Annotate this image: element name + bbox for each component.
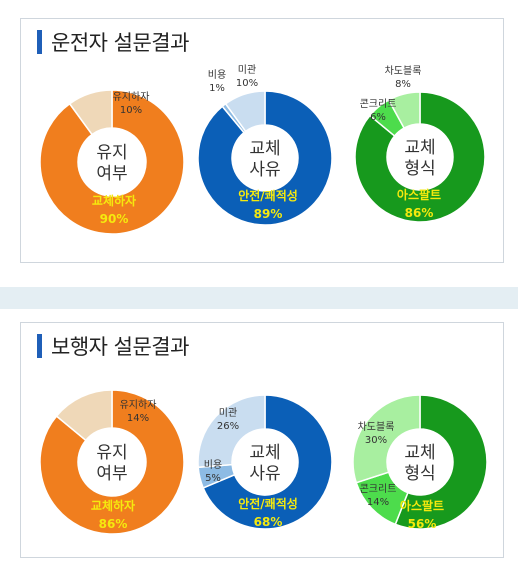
slice bbox=[39, 89, 185, 235]
slice-value: 68% bbox=[254, 515, 283, 529]
panel-title: 운전자 설문결과 bbox=[37, 27, 189, 57]
title-accent-bar bbox=[37, 334, 42, 358]
slice-value: 1% bbox=[209, 83, 225, 94]
slice-label: 유지하자 bbox=[120, 398, 157, 411]
slice-label: 안전/쾌적성 bbox=[238, 188, 298, 203]
slice bbox=[352, 394, 421, 484]
slice bbox=[39, 389, 185, 535]
slice-label: 유지하자 bbox=[113, 90, 150, 103]
slice-value: 90% bbox=[100, 212, 129, 226]
center-label-line1: 교체 bbox=[404, 138, 435, 158]
center-label-line2: 사유 bbox=[249, 160, 280, 180]
slice-label: 아스팔트 bbox=[397, 187, 441, 202]
slice bbox=[68, 89, 113, 136]
center-label-line1: 유지 bbox=[96, 143, 127, 163]
slice-value: 8% bbox=[395, 79, 411, 90]
panel-title: 보행자 설문결과 bbox=[37, 331, 189, 361]
center-label-line1: 유지 bbox=[96, 443, 127, 463]
slice-label: 비용 bbox=[208, 69, 226, 81]
title-accent-bar bbox=[37, 30, 42, 54]
pedestrian-survey-title: 보행자 설문결과 bbox=[51, 335, 189, 359]
slice bbox=[197, 394, 266, 469]
center-label-line1: 교체 bbox=[249, 139, 280, 159]
slice-value: 89% bbox=[254, 207, 283, 221]
slice-label: 비용 bbox=[204, 459, 222, 471]
driver-survey-title: 운전자 설문결과 bbox=[51, 31, 189, 55]
center-label-line2: 여부 bbox=[96, 164, 127, 184]
center-label-line1: 교체 bbox=[249, 443, 280, 463]
slice-label: 콘크리트 bbox=[360, 483, 397, 495]
center-label-line2: 형식 bbox=[404, 464, 435, 484]
slice-value: 30% bbox=[365, 435, 387, 446]
slice-value: 6% bbox=[370, 112, 386, 123]
slice-label: 차도블록 bbox=[385, 65, 422, 77]
slice-label: 교체하자 bbox=[92, 193, 136, 208]
center-label-line2: 여부 bbox=[96, 464, 127, 484]
slice-label: 미관 bbox=[219, 407, 237, 419]
slice bbox=[224, 90, 266, 133]
slice bbox=[387, 91, 421, 130]
slice-value: 56% bbox=[408, 517, 437, 531]
slice bbox=[354, 91, 486, 223]
center-label-line1: 교체 bbox=[404, 443, 435, 463]
slice-value: 10% bbox=[120, 105, 142, 116]
slice-value: 26% bbox=[217, 421, 239, 432]
slice bbox=[394, 394, 488, 530]
slice-value: 14% bbox=[367, 497, 389, 508]
slice-value: 86% bbox=[99, 517, 128, 531]
slice-value: 14% bbox=[127, 413, 149, 424]
slice-label: 안전/쾌적성 bbox=[238, 496, 298, 511]
slice-label: 차도블록 bbox=[358, 421, 395, 433]
slice-value: 86% bbox=[405, 206, 434, 220]
slice-value: 10% bbox=[236, 78, 258, 89]
section-separator bbox=[0, 287, 518, 309]
slice bbox=[197, 90, 333, 226]
center-label-line2: 형식 bbox=[404, 159, 435, 179]
slice-label: 콘크리트 bbox=[360, 98, 397, 110]
slice bbox=[202, 394, 333, 530]
center-label-line2: 사유 bbox=[249, 464, 280, 484]
slice-label: 아스팔트 bbox=[400, 498, 444, 513]
slice-label: 미관 bbox=[238, 64, 256, 76]
slice-label: 교체하자 bbox=[91, 498, 135, 513]
slice bbox=[55, 389, 113, 442]
slice-value: 5% bbox=[205, 473, 221, 484]
